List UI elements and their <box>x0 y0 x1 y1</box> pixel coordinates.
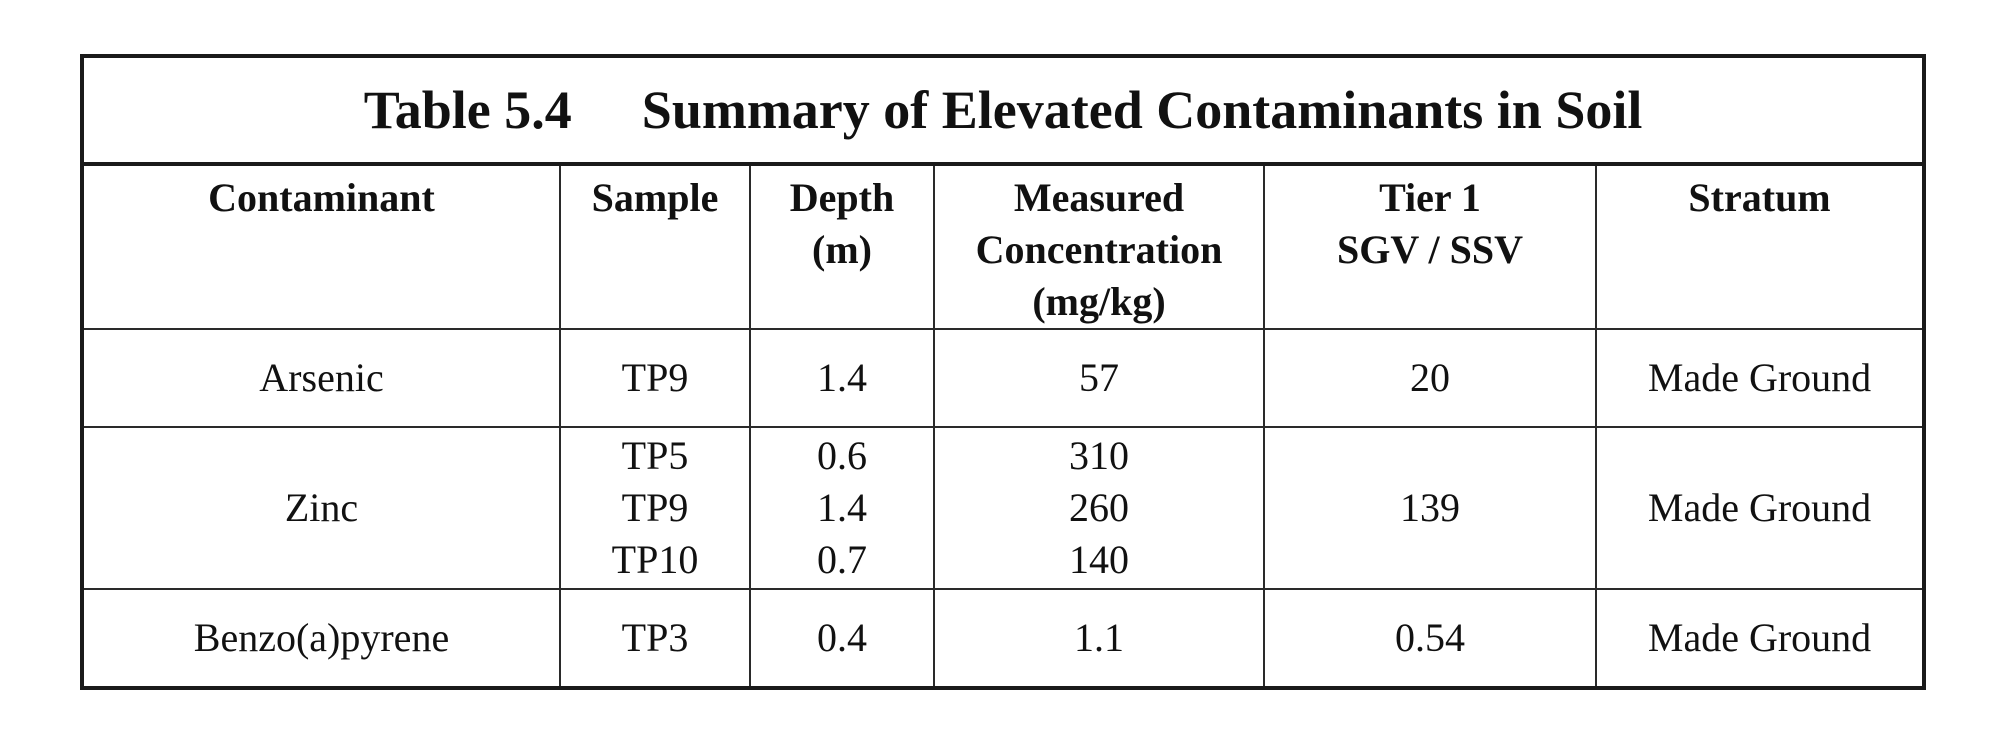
cell-stratum: Made Ground <box>1594 588 1926 689</box>
table-row: Zinc TP5 TP9 TP10 0.6 1.4 0.7 310 260 14… <box>81 426 1926 590</box>
header-depth-line2: (m) <box>812 227 872 272</box>
header-sample-label: Sample <box>591 175 719 220</box>
header-contaminant: Contaminant <box>81 163 561 330</box>
cell-concentration: 310 260 140 <box>933 426 1265 590</box>
cell-contaminant: Arsenic <box>81 328 561 428</box>
table-caption: Table 5.4 Summary of Elevated Contaminant… <box>80 55 1926 166</box>
table-title: Summary of Elevated Contaminants in Soil <box>641 80 1643 140</box>
cell-sample: TP3 <box>559 588 751 689</box>
header-concentration: Measured Concentration (mg/kg) <box>933 163 1265 330</box>
cell-tier1: 0.54 <box>1263 588 1597 689</box>
cell-contaminant: Zinc <box>81 426 561 590</box>
cell-stratum: Made Ground <box>1594 426 1926 590</box>
concentration-value: 310 <box>1069 433 1129 478</box>
header-stratum-label: Stratum <box>1688 175 1831 220</box>
cell-concentration: 1.1 <box>933 588 1265 689</box>
cell-stratum: Made Ground <box>1594 328 1926 428</box>
header-sample: Sample <box>559 163 751 330</box>
depth-value: 1.4 <box>817 485 867 530</box>
sample-value: TP10 <box>611 537 699 582</box>
sample-value: TP5 <box>621 433 689 478</box>
header-concentration-line2: Concentration <box>975 227 1223 272</box>
cell-depth: 0.4 <box>749 588 935 689</box>
depth-value: 0.7 <box>817 537 867 582</box>
cell-depth: 0.6 1.4 0.7 <box>749 426 935 590</box>
cell-tier1: 20 <box>1263 328 1597 428</box>
cell-sample: TP5 TP9 TP10 <box>559 426 751 590</box>
contaminants-table: Table 5.4 Summary of Elevated Contaminant… <box>80 54 1927 690</box>
header-tier1-line2: SGV / SSV <box>1336 227 1523 272</box>
cell-concentration: 57 <box>933 328 1265 428</box>
cell-tier1: 139 <box>1263 426 1597 590</box>
cell-contaminant: Benzo(a)pyrene <box>81 588 561 689</box>
header-depth: Depth (m) <box>749 163 935 330</box>
concentration-value: 140 <box>1069 537 1129 582</box>
table-row: Arsenic TP9 1.4 57 20 Made Ground <box>81 328 1926 428</box>
header-stratum: Stratum <box>1594 163 1926 330</box>
table-number: Table 5.4 <box>363 80 572 140</box>
header-concentration-line1: Measured <box>1013 175 1185 220</box>
header-contaminant-label: Contaminant <box>208 175 435 220</box>
header-concentration-line3: (mg/kg) <box>1032 279 1166 324</box>
cell-sample: TP9 <box>559 328 751 428</box>
header-depth-line1: Depth <box>789 175 895 220</box>
header-tier1-line1: Tier 1 <box>1379 175 1481 220</box>
header-row: Contaminant Sample Depth (m) Measured Co… <box>81 163 1926 330</box>
cell-depth: 1.4 <box>749 328 935 428</box>
concentration-value: 260 <box>1069 485 1129 530</box>
header-tier1: Tier 1 SGV / SSV <box>1263 163 1597 330</box>
table-row: Benzo(a)pyrene TP3 0.4 1.1 0.54 Made Gro… <box>81 588 1926 689</box>
depth-value: 0.6 <box>817 433 867 478</box>
sample-value: TP9 <box>621 485 689 530</box>
